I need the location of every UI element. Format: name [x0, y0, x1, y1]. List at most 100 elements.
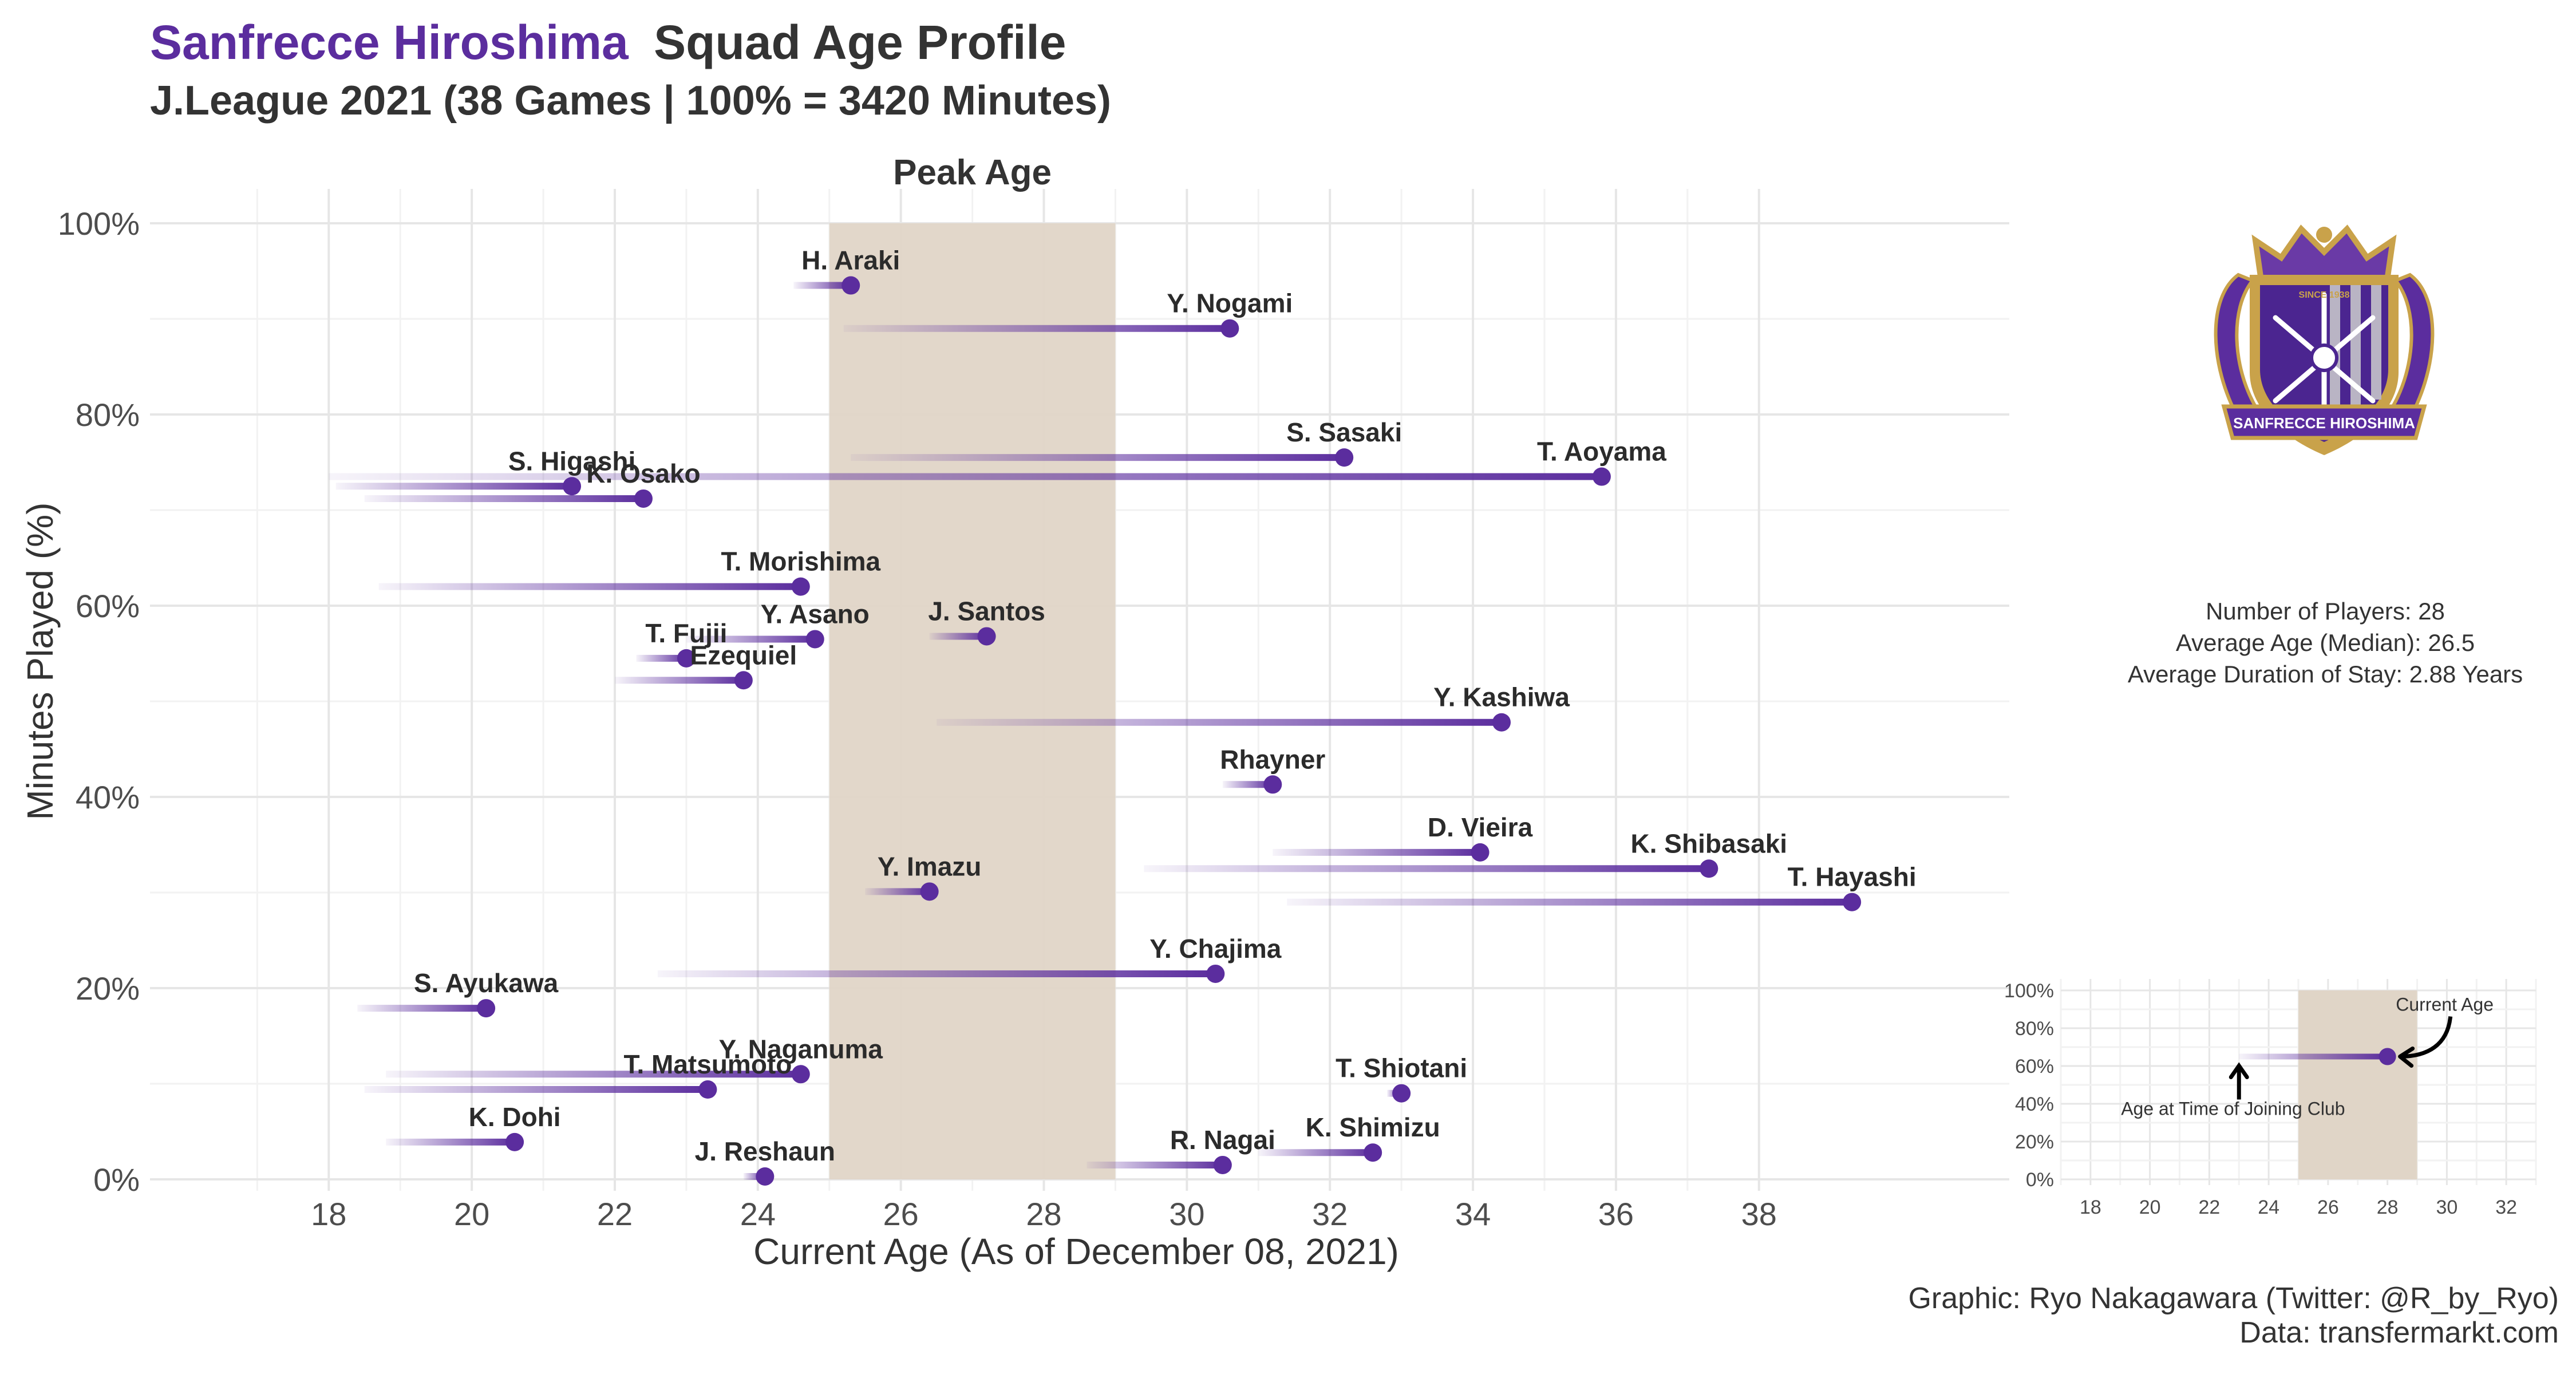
inset-x-tick-label: 32: [2495, 1197, 2517, 1218]
inset-x-tick-label: 22: [2198, 1197, 2220, 1218]
inset-x-tick-label: 30: [2436, 1197, 2458, 1218]
inset-y-tick-label: 40%: [2015, 1093, 2054, 1115]
label-y-naganuma: Y. Naganuma: [719, 1034, 883, 1064]
badge-crown-jewel-icon: [2316, 227, 2332, 243]
point-j-santos: [977, 627, 996, 646]
inset-y-tick-label: 20%: [2015, 1131, 2054, 1153]
label-ezequiel: Ezequiel: [690, 640, 797, 670]
point-y-kashiwa: [1492, 713, 1511, 732]
label-d-vieira: D. Vieira: [1428, 812, 1533, 842]
chart-subtitle: J.League 2021 (38 Games | 100% = 3420 Mi…: [150, 78, 1111, 124]
label-t-aoyama: T. Aoyama: [1537, 437, 1666, 467]
inset-x-tick-label: 18: [2080, 1197, 2101, 1218]
point-k-osako: [634, 489, 653, 508]
point-y-nogami: [1220, 319, 1239, 338]
x-tick-label: 36: [1598, 1196, 1634, 1232]
x-tick-label: 28: [1026, 1196, 1061, 1232]
label-k-dohi: K. Dohi: [469, 1102, 561, 1132]
x-tick-label: 26: [883, 1196, 919, 1232]
x-tick-label: 20: [454, 1196, 489, 1232]
label-s-higashi: S. Higashi: [508, 446, 635, 476]
inset-x-tick-label: 20: [2139, 1197, 2161, 1218]
inset-y-tick-label: 60%: [2015, 1056, 2054, 1077]
point-s-sasaki: [1335, 448, 1354, 467]
point-k-shimizu: [1364, 1143, 1382, 1162]
label-y-asano: Y. Asano: [761, 599, 870, 629]
peak-age-band: Peak Age: [829, 153, 1116, 1179]
x-tick-label: 38: [1741, 1196, 1777, 1232]
current-age-arrowhead-icon: [2398, 1047, 2415, 1068]
point-y-imazu: [920, 882, 939, 901]
y-tick-label: 40%: [76, 779, 140, 815]
badge-wing-right-icon: [2391, 273, 2435, 421]
label-y-kashiwa: Y. Kashiwa: [1433, 682, 1570, 712]
joining-age-arrowhead-icon: [2229, 1062, 2249, 1079]
point-t-shiotani: [1392, 1084, 1411, 1103]
caption-credit: Graphic: Ryo Nakagawara (Twitter: @R_by_…: [1908, 1282, 2559, 1315]
inset-current-age-label: Current Age: [2396, 994, 2494, 1015]
point-h-araki: [841, 276, 860, 295]
point-t-hayashi: [1843, 893, 1862, 911]
player-labels: H. Araki Y. Nogami S. Sasaki T. Aoyama S. Hi…: [414, 246, 1917, 1166]
inset-x-tick-label: 28: [2377, 1197, 2399, 1218]
point-rhayner: [1263, 775, 1282, 794]
inset-joining-age-label: Age at Time of Joining Club: [2121, 1099, 2345, 1119]
legend-inset-plot: 18 20 22 24 26 28 30 32 0% 20% 40% 60% 80% 100% Curren…: [2004, 979, 2537, 1218]
label-y-nogami: Y. Nogami: [1167, 289, 1293, 318]
label-y-chajima: Y. Chajima: [1149, 934, 1282, 964]
label-h-araki: H. Araki: [801, 246, 900, 275]
peak-age-label: Peak Age: [893, 153, 1052, 192]
x-axis-title: Current Age (As of December 08, 2021): [753, 1231, 1399, 1272]
y-tick-label: 20%: [76, 970, 140, 1006]
x-tick-label: 32: [1312, 1196, 1348, 1232]
point-y-asano: [805, 630, 824, 649]
label-rhayner: Rhayner: [1220, 744, 1325, 774]
point-ezequiel: [734, 671, 753, 690]
inset-y-tick-label: 100%: [2004, 980, 2054, 1002]
inset-y-tick-label: 0%: [2026, 1169, 2054, 1191]
y-tick-label: 60%: [76, 588, 140, 624]
team-name: Sanfrecce Hiroshima: [150, 15, 629, 69]
current-age-arrow-icon: [2400, 1016, 2453, 1059]
badge-center-icon: [2310, 344, 2338, 372]
label-k-osako: K. Osako: [586, 459, 700, 488]
point-s-ayukawa: [477, 999, 496, 1018]
y-tick-label: 80%: [76, 397, 140, 433]
x-tick-label: 24: [740, 1196, 776, 1232]
inset-y-tick-label: 80%: [2015, 1018, 2054, 1040]
inset-example-point: [2379, 1048, 2396, 1065]
badge-wing-left-icon: [2214, 273, 2258, 421]
label-t-morishima: T. Morishima: [721, 547, 880, 577]
title-text: Squad Age Profile: [654, 15, 1066, 69]
label-t-hayashi: T. Hayashi: [1788, 862, 1917, 892]
axis-ticks: 18 20 22 24 26 28 30 32 34 36 38 0% 20% 40% 60% 80% 100%: [58, 206, 1777, 1232]
point-t-morishima: [791, 577, 810, 596]
y-axis-title: Minutes Played (%): [19, 503, 61, 820]
point-k-shibasaki: [1700, 859, 1718, 878]
label-j-santos: J. Santos: [928, 596, 1045, 626]
y-tick-label: 0%: [93, 1162, 140, 1198]
x-tick-label: 18: [311, 1196, 346, 1232]
inset-x-tick-label: 26: [2317, 1197, 2339, 1218]
x-tick-label: 22: [597, 1196, 633, 1232]
player-points: [477, 276, 1862, 1186]
stat-number-of-players: Number of Players: 28: [2206, 598, 2445, 625]
point-d-vieira: [1471, 843, 1490, 862]
chart-title: Sanfrecce Hiroshima Squad Age Profile: [150, 15, 1066, 69]
point-r-nagai: [1213, 1155, 1232, 1174]
point-k-dohi: [505, 1132, 524, 1151]
point-y-chajima: [1206, 964, 1225, 983]
label-k-shibasaki: K. Shibasaki: [1631, 828, 1788, 858]
inset-peak-rect: [2298, 990, 2417, 1179]
point-t-fujii: [677, 649, 696, 668]
point-t-matsumoto: [698, 1080, 717, 1099]
stat-average-age: Average Age (Median): 26.5: [2176, 629, 2475, 656]
label-r-nagai: R. Nagai: [1170, 1125, 1275, 1155]
badge-crown-icon: [2251, 224, 2397, 283]
badge-since-text: SINCE 1938: [2299, 290, 2350, 300]
stat-average-stay: Average Duration of Stay: 2.88 Years: [2128, 661, 2523, 688]
point-s-higashi: [563, 477, 582, 496]
label-t-shiotani: T. Shiotani: [1336, 1053, 1467, 1083]
point-j-reshaun: [756, 1167, 775, 1186]
